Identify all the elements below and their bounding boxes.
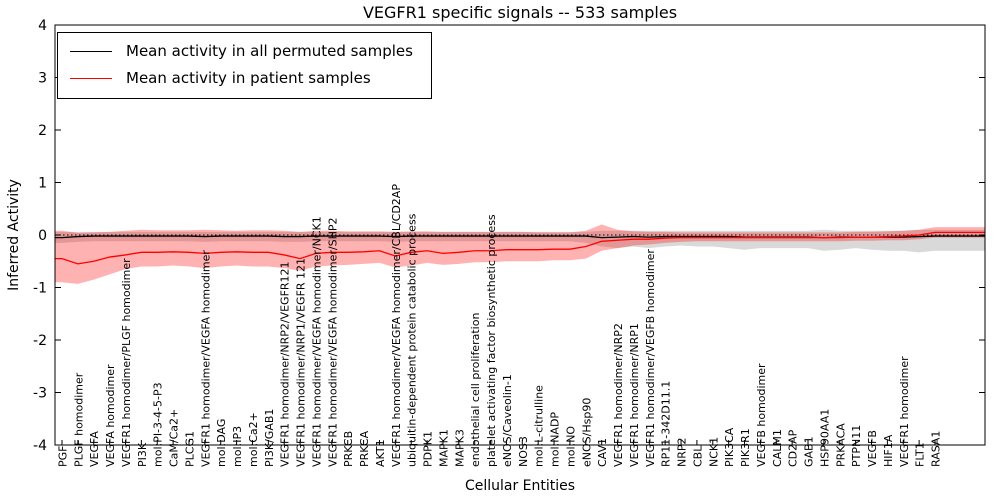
x-tick-label: VEGFR1 homodimer [898, 356, 911, 467]
x-tick-label: VEGFR1 homodimer/VEGFA homodimer/CBL/CD2… [390, 184, 403, 467]
chart-title: VEGFR1 specific signals -- 533 samples [362, 3, 678, 22]
x-tick-label: HSP90AA1 [818, 409, 831, 467]
y-tick-label: 3 [38, 71, 47, 87]
x-tick-label: VEGFB homodimer [755, 363, 768, 467]
x-axis-title: Cellular Entities [464, 478, 576, 494]
y-tick-label: -3 [33, 386, 47, 402]
x-tick-label: AKT1 [374, 439, 387, 467]
x-tick-label: eNOS/Caveolin-1 [501, 374, 514, 467]
x-tick-label: VEGFR1 homodimer/VEGFA homodimer/NCK1 [310, 216, 323, 467]
x-tick-label: VEGFA [88, 431, 101, 467]
x-tick-label: VEGFR1 homodimer/VEGFB homodimer [644, 249, 657, 467]
y-tick-label: 1 [38, 176, 47, 192]
x-tick-label: ubiquitin-dependent protein catabolic pr… [406, 213, 419, 467]
x-tick-label: PI3K [136, 442, 149, 467]
x-tick-label: GAB1 [803, 436, 816, 467]
x-tick-label: PIK3R1 [739, 428, 752, 467]
x-tick-label: VEGFB [866, 430, 879, 467]
x-tick-label: VEGFR1 homodimer/VEGFA homodimer/SHP2 [326, 218, 339, 467]
x-tick-label: mol:PI-3-4-5-P3 [152, 382, 165, 467]
legend-item-permuted: Mean activity in all permuted samples [70, 42, 413, 60]
x-tick-label: VEGFA homodimer [104, 364, 117, 467]
x-tick-label: PIK3CA [723, 427, 736, 467]
x-tick-label: mol:DAG [215, 419, 228, 467]
x-tick-label: CaM/Ca2+ [168, 409, 181, 467]
permuted-line-swatch [70, 50, 112, 52]
x-tick-label: RASA1 [930, 431, 943, 467]
x-tick-label: VEGFR1 homodimer/NRP1/VEGFR 121 [295, 258, 308, 467]
x-tick-label: VEGFR1 homodimer/NRP2/VEGFR121 [279, 261, 292, 467]
x-tick-label: NRP2 [676, 437, 689, 467]
x-tick-label: RP11-342D11.1 [660, 381, 673, 467]
x-tick-label: PRKCB [342, 431, 355, 467]
x-tick-label: MAPK3 [453, 429, 466, 467]
x-tick-label: PLGF homodimer [72, 372, 85, 467]
x-tick-label: NCK1 [707, 437, 720, 467]
y-axis-title: Inferred Activity [6, 179, 22, 291]
x-tick-label: FLT1 [914, 442, 927, 467]
x-tick-label: VEGFR1 homodimer/NRP1 [628, 323, 641, 467]
x-tick-label: PI3K/GAB1 [263, 409, 276, 467]
x-tick-label: MAPK1 [437, 429, 450, 467]
patient-mean-line [55, 231, 985, 265]
y-tick-label: -2 [33, 333, 47, 349]
x-tick-label: PLCG1 [183, 431, 196, 467]
x-tick-label: PRKCA [358, 430, 371, 467]
x-tick-label: PDPK1 [422, 431, 435, 467]
x-tick-label: PRKACA [834, 423, 847, 467]
legend-item-patient: Mean activity in patient samples [70, 69, 413, 87]
x-tick-label: VEGFR1 homodimer/NRP2 [612, 323, 625, 467]
legend-label-patient: Mean activity in patient samples [126, 69, 371, 87]
x-tick-label: CD2AP [787, 429, 800, 467]
x-tick-label: endothelial cell proliferation [469, 313, 482, 467]
x-tick-label: CAV1 [596, 438, 609, 467]
x-tick-label: eNOS/Hsp90 [580, 398, 593, 467]
x-tick-label: platelet activating factor biosynthetic … [485, 214, 498, 467]
y-tick-label: -1 [33, 281, 47, 297]
legend: Mean activity in all permuted samples Me… [57, 32, 432, 99]
y-tick-label: -4 [33, 438, 47, 454]
x-tick-label: mol:NADP [549, 412, 562, 467]
x-tick-label: CBL [691, 445, 704, 467]
x-tick-label: CALM1 [771, 429, 784, 467]
x-tick-label: PTPN11 [850, 425, 863, 467]
x-tick-label: VEGFR1 homodimer/VEGFA homodimer [199, 250, 212, 467]
x-tick-label: mol:Ca2+ [247, 412, 260, 467]
x-tick-label: mol:NO [564, 426, 577, 467]
y-tick-label: 0 [38, 228, 47, 244]
patient-confidence-band [55, 224, 985, 284]
x-tick-label: VEGFR1 homodimer/PLGF homodimer [120, 258, 133, 467]
x-tick-label: mol:IP3 [231, 426, 244, 467]
x-tick-label: HIF1A [882, 434, 895, 467]
x-tick-label: NOS3 [517, 436, 530, 467]
legend-label-permuted: Mean activity in all permuted samples [126, 42, 413, 60]
x-tick-label: PGF [57, 446, 70, 467]
patient-line-swatch [70, 77, 112, 79]
x-tick-label: mol:L-citrulline [533, 385, 546, 467]
y-tick-label: 2 [38, 123, 47, 139]
y-tick-label: 4 [38, 18, 47, 34]
